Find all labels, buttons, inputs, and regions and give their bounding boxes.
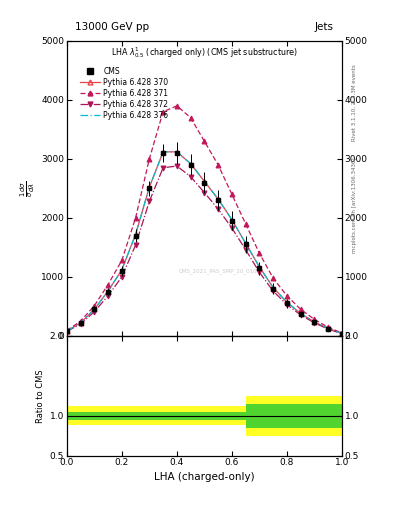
Text: Rivet 3.1.10, ≥ 3.3M events: Rivet 3.1.10, ≥ 3.3M events bbox=[352, 64, 357, 141]
Bar bbox=[246, 396, 259, 436]
Bar bbox=[122, 412, 149, 420]
Bar bbox=[67, 406, 94, 425]
Bar bbox=[149, 412, 177, 420]
Bar bbox=[149, 406, 177, 425]
Text: CMS_2021_PAS_SMP_20_010: CMS_2021_PAS_SMP_20_010 bbox=[179, 268, 257, 274]
Bar bbox=[177, 406, 204, 425]
Y-axis label: $\frac{1}{\sigma}\frac{d\sigma}{d\lambda}$: $\frac{1}{\sigma}\frac{d\sigma}{d\lambda… bbox=[18, 180, 37, 197]
Bar bbox=[259, 404, 342, 428]
Bar bbox=[232, 406, 246, 425]
Text: LHA $\lambda^{1}_{0.5}$ (charged only) (CMS jet substructure): LHA $\lambda^{1}_{0.5}$ (charged only) (… bbox=[111, 46, 298, 60]
Bar bbox=[177, 412, 204, 420]
Bar bbox=[204, 412, 232, 420]
Bar bbox=[122, 406, 149, 425]
Text: Jets: Jets bbox=[315, 22, 334, 32]
Legend: CMS, Pythia 6.428 370, Pythia 6.428 371, Pythia 6.428 372, Pythia 6.428 376: CMS, Pythia 6.428 370, Pythia 6.428 371,… bbox=[79, 66, 170, 121]
Bar bbox=[259, 396, 342, 436]
Bar bbox=[94, 406, 122, 425]
Bar bbox=[67, 412, 94, 420]
Bar bbox=[204, 406, 232, 425]
Text: 13000 GeV pp: 13000 GeV pp bbox=[75, 22, 149, 32]
Bar bbox=[94, 412, 122, 420]
Bar bbox=[232, 412, 246, 420]
Text: mcplots.cern.ch [arXiv:1306.3436]: mcplots.cern.ch [arXiv:1306.3436] bbox=[352, 157, 357, 252]
Y-axis label: Ratio to CMS: Ratio to CMS bbox=[37, 369, 46, 422]
Bar bbox=[246, 404, 259, 428]
X-axis label: LHA (charged-only): LHA (charged-only) bbox=[154, 472, 255, 482]
